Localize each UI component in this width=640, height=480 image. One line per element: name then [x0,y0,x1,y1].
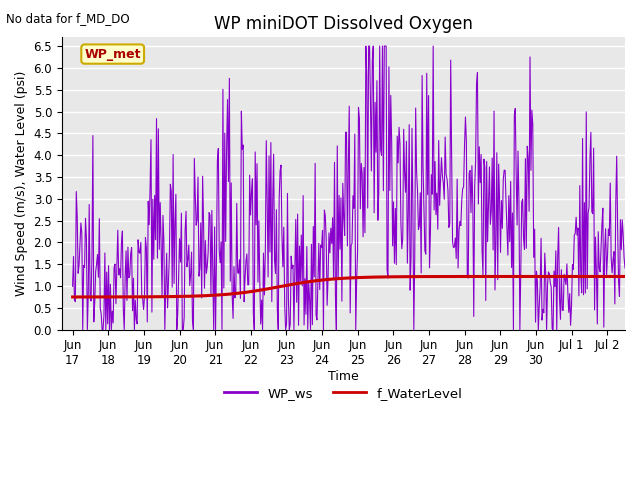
Text: No data for f_MD_DO: No data for f_MD_DO [6,12,130,25]
Y-axis label: Wind Speed (m/s), Water Level (psi): Wind Speed (m/s), Water Level (psi) [15,71,28,296]
X-axis label: Time: Time [328,370,359,383]
Text: WP_met: WP_met [84,48,141,60]
Title: WP miniDOT Dissolved Oxygen: WP miniDOT Dissolved Oxygen [214,15,473,33]
Legend: WP_ws, f_WaterLevel: WP_ws, f_WaterLevel [219,382,468,405]
